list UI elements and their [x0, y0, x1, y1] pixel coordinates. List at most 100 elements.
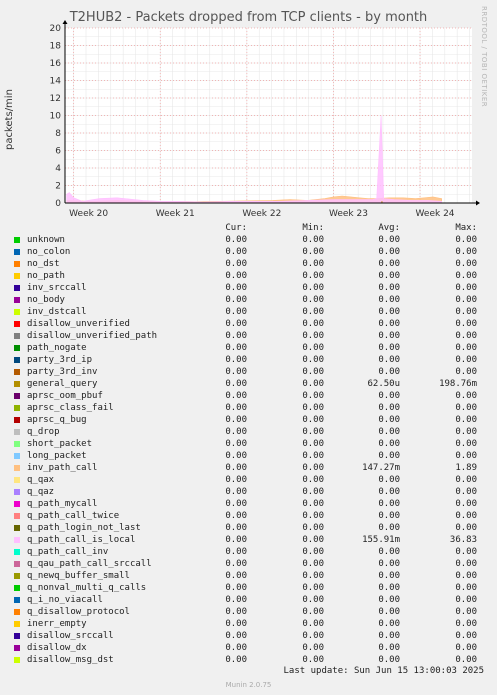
- legend-series-name: no_body: [27, 295, 65, 305]
- legend-swatch: [14, 573, 20, 579]
- legend-swatch: [14, 429, 20, 435]
- legend-max: 0.00: [455, 367, 477, 377]
- legend-max: 0.00: [455, 499, 477, 509]
- legend-series-name: unknown: [27, 235, 65, 245]
- legend-series-name: q_i_no_viacall: [27, 595, 103, 605]
- legend-swatch: [14, 249, 20, 255]
- legend-row: short_packet 0.00 0.00 0.00 0.00: [12, 438, 482, 450]
- legend-min: 0.00: [302, 403, 324, 413]
- legend-row: long_packet 0.00 0.00 0.00 0.00: [12, 450, 482, 462]
- legend-min: 0.00: [302, 595, 324, 605]
- legend-series-name: q_nonval_multi_q_calls: [27, 583, 147, 593]
- legend-cur: 0.00: [225, 475, 247, 485]
- x-tick-label: Week 22: [242, 209, 281, 219]
- y-axis-arrow: [62, 20, 68, 24]
- legend-max: 1.89: [455, 463, 477, 473]
- legend-max: 0.00: [455, 247, 477, 257]
- legend-max: 198.76m: [439, 379, 477, 389]
- legend-cur: 0.00: [225, 655, 247, 665]
- legend-avg: 0.00: [378, 583, 400, 593]
- legend-swatch: [14, 405, 20, 411]
- legend-min: 0.00: [302, 559, 324, 569]
- legend-cur: 0.00: [225, 619, 247, 629]
- legend-min: 0.00: [302, 367, 324, 377]
- legend-avg: 0.00: [378, 559, 400, 569]
- legend-series-name: disallow_unverified_path: [27, 331, 158, 341]
- legend-series-name: q_qau_path_call_srccall: [27, 559, 152, 569]
- legend-min: 0.00: [302, 619, 324, 629]
- legend-row: q_disallow_protocol 0.00 0.00 0.00 0.00: [12, 606, 482, 618]
- legend-avg: 0.00: [378, 415, 400, 425]
- legend-avg: 0.00: [378, 523, 400, 533]
- legend-avg: 62.50u: [367, 379, 400, 389]
- legend-swatch: [14, 285, 20, 291]
- x-tick-labels: Week 20 Week 21 Week 22 Week 23 Week 24: [69, 209, 455, 219]
- legend-avg: 0.00: [378, 427, 400, 437]
- legend-min: 0.00: [302, 307, 324, 317]
- legend-cur: 0.00: [225, 247, 247, 257]
- legend-min: 0.00: [302, 331, 324, 341]
- legend-swatch: [14, 453, 20, 459]
- legend-swatch: [14, 357, 20, 363]
- legend-max: 0.00: [455, 439, 477, 449]
- legend-max: 0.00: [455, 331, 477, 341]
- legend-series-name: q_path_mycall: [27, 499, 98, 509]
- legend-avg: 0.00: [378, 607, 400, 617]
- header-max: Max:: [455, 223, 477, 233]
- legend-min: 0.00: [302, 463, 324, 473]
- legend-min: 0.00: [302, 631, 324, 641]
- legend-avg: 0.00: [378, 643, 400, 653]
- legend-series-name: general_query: [27, 379, 98, 389]
- legend-swatch: [14, 381, 20, 387]
- x-tick-label: Week 20: [69, 209, 108, 219]
- legend-swatch: [14, 273, 20, 279]
- legend-cur: 0.00: [225, 379, 247, 389]
- legend-row: q_newq_buffer_small 0.00 0.00 0.00 0.00: [12, 570, 482, 582]
- y-tick-label: 6: [55, 147, 61, 157]
- legend-avg: 0.00: [378, 631, 400, 641]
- legend-min: 0.00: [302, 511, 324, 521]
- legend-avg: 0.00: [378, 511, 400, 521]
- legend-max: 0.00: [455, 559, 477, 569]
- legend-row: no_body 0.00 0.00 0.00 0.00: [12, 294, 482, 306]
- legend-avg: 0.00: [378, 451, 400, 461]
- legend-swatch: [14, 621, 20, 627]
- legend-cur: 0.00: [225, 487, 247, 497]
- legend-cur: 0.00: [225, 535, 247, 545]
- legend-series-name: disallow_unverified: [27, 319, 130, 329]
- legend-row: aprsc_oom_pbuf 0.00 0.00 0.00 0.00: [12, 390, 482, 402]
- munin-version: Munin 2.0.75: [225, 681, 272, 689]
- y-tick-label: 14: [50, 77, 62, 87]
- y-tick-label: 0: [55, 199, 61, 209]
- legend-avg: 0.00: [378, 355, 400, 365]
- legend-max: 0.00: [455, 403, 477, 413]
- legend-swatch: [14, 489, 20, 495]
- legend-swatch: [14, 237, 20, 243]
- legend-series-name: q_qax: [27, 475, 55, 485]
- legend-swatch: [14, 609, 20, 615]
- legend-max: 0.00: [455, 475, 477, 485]
- y-tick-label: 4: [55, 164, 61, 174]
- legend-max: 0.00: [455, 487, 477, 497]
- legend-row: no_colon 0.00 0.00 0.00 0.00: [12, 246, 482, 258]
- legend-max: 0.00: [455, 319, 477, 329]
- legend-min: 0.00: [302, 547, 324, 557]
- legend-cur: 0.00: [225, 403, 247, 413]
- legend-rows: unknown 0.00 0.00 0.00 0.00 no_colon 0.00 0.00 0…: [12, 234, 482, 666]
- legend-swatch: [14, 393, 20, 399]
- legend-row: q_path_call_is_local 0.00 0.00 155.91m 36.83: [12, 534, 482, 546]
- legend-swatch: [14, 549, 20, 555]
- legend-max: 0.00: [455, 655, 477, 665]
- legend-min: 0.00: [302, 295, 324, 305]
- legend-swatch: [14, 345, 20, 351]
- legend-cur: 0.00: [225, 559, 247, 569]
- legend-swatch: [14, 513, 20, 519]
- legend-row: q_drop 0.00 0.00 0.00 0.00: [12, 426, 482, 438]
- graph-title: T2HUB2 - Packets dropped from TCP client…: [69, 10, 428, 25]
- legend-min: 0.00: [302, 523, 324, 533]
- legend-swatch: [14, 441, 20, 447]
- legend-max: 0.00: [455, 391, 477, 401]
- legend-swatch: [14, 597, 20, 603]
